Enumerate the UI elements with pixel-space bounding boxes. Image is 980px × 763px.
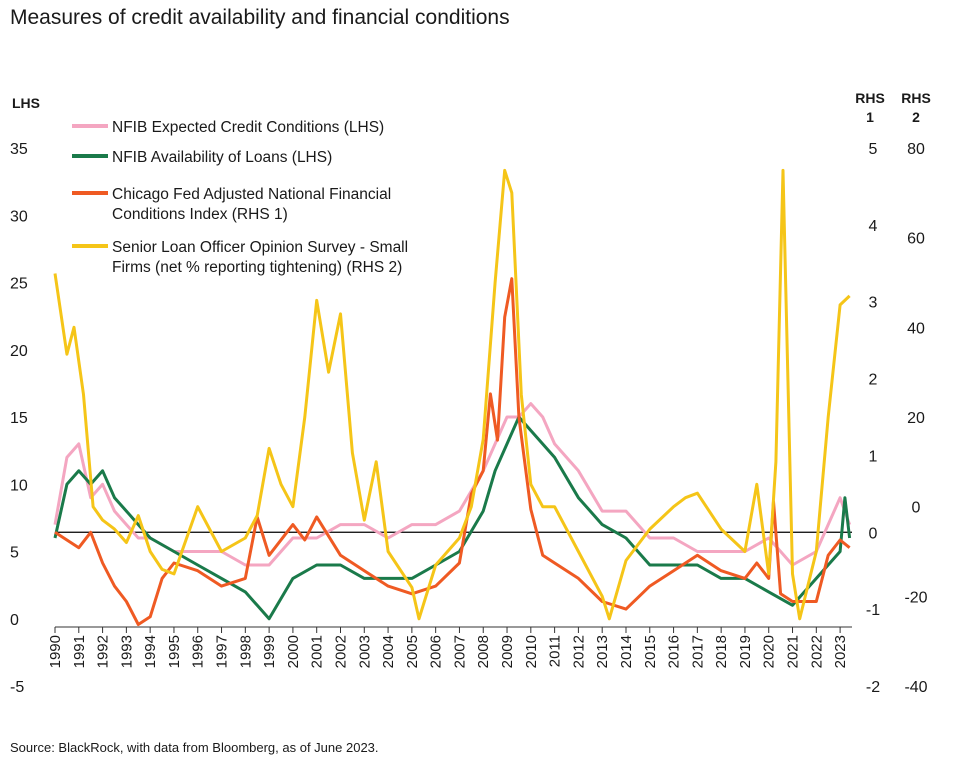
x-tick-label: 2009 (499, 635, 516, 668)
x-tick-label: 2013 (594, 635, 611, 668)
rhs1-tick-label: 2 (869, 372, 878, 389)
x-tick-label: 2016 (666, 635, 683, 668)
x-tick-label: 2008 (475, 635, 492, 668)
lhs-tick-label: 30 (10, 208, 28, 225)
rhs1-tick-label: 3 (869, 295, 878, 312)
x-tick-label: 1992 (95, 635, 112, 668)
rhs1-axis-label: RHS (855, 90, 885, 106)
lhs-tick-label: 25 (10, 276, 28, 293)
x-tick-label: 2011 (547, 635, 564, 667)
series-sloos-line (53, 168, 851, 621)
legend-label-chicago-fed: Chicago Fed Adjusted National Financial C… (112, 186, 391, 223)
x-tick-label: 2003 (356, 635, 373, 668)
x-tick-label: 2002 (332, 635, 349, 668)
x-tick-label: 2000 (285, 635, 302, 668)
x-tick-label: 1996 (190, 635, 207, 668)
x-tick-label: 2023 (832, 635, 849, 668)
x-tick-label: 1991 (71, 635, 88, 668)
x-tick-label: 1997 (214, 635, 231, 668)
x-tick-label: 1999 (261, 635, 278, 668)
x-tick-label: 2018 (713, 635, 730, 668)
rhs2-tick-label: 80 (907, 141, 925, 158)
series-layer (53, 168, 852, 626)
rhs1-tick-label: 4 (869, 218, 878, 235)
legend-label-nfib-expected: NFIB Expected Credit Conditions (LHS) (112, 119, 384, 136)
rhs1-tick-label: 1 (869, 448, 878, 465)
legend-label-sloos: Senior Loan Officer Opinion Survey - Sma… (112, 239, 408, 276)
x-tick-label: 2001 (309, 635, 326, 668)
axes-layer: LHS RHS 1 RHS 2 35302520151050-5543210-1… (10, 90, 931, 696)
series-chicago-fed-line (54, 277, 851, 626)
x-tick-label: 2020 (761, 635, 778, 668)
x-tick-label: 2007 (451, 635, 468, 668)
source-note: Source: BlackRock, with data from Bloomb… (10, 740, 379, 755)
x-tick-label: 2012 (570, 635, 587, 668)
rhs1-axis-label-num: 1 (866, 109, 874, 125)
chart-title: Measures of credit availability and fina… (10, 6, 510, 29)
lhs-tick-label: 20 (10, 343, 28, 360)
rhs2-tick-label: 40 (907, 320, 925, 337)
x-tick-label: 2010 (523, 635, 540, 668)
lhs-tick-label: 15 (10, 410, 28, 427)
chart-svg: LHS RHS 1 RHS 2 35302520151050-5543210-1… (10, 90, 931, 696)
rhs2-tick-label: -40 (904, 679, 927, 696)
x-tick-label: 1990 (47, 635, 64, 668)
x-tick-label: 2022 (808, 635, 825, 668)
rhs1-tick-label: 0 (869, 525, 878, 542)
x-tick-label: 2021 (785, 635, 802, 668)
x-tick-label: 2019 (737, 635, 754, 668)
x-tick-label: 2005 (404, 635, 421, 668)
legend-label-nfib-availability: NFIB Availability of Loans (LHS) (112, 149, 332, 166)
series-nfib-availability-line (53, 415, 852, 621)
rhs2-tick-label: 60 (907, 231, 925, 248)
lhs-tick-label: -5 (10, 679, 24, 696)
rhs1-tick-label: -1 (866, 602, 880, 619)
x-tick-label: 1994 (142, 635, 159, 668)
lhs-tick-label: 35 (10, 141, 28, 158)
x-tick-label: 2015 (642, 635, 659, 668)
rhs2-axis-label-num: 2 (912, 109, 920, 125)
rhs2-tick-label: -20 (904, 589, 927, 606)
rhs2-tick-label: 0 (912, 500, 921, 517)
lhs-tick-label: 10 (10, 477, 28, 494)
x-tick-label: 1998 (237, 635, 254, 668)
x-tick-label: 2014 (618, 635, 635, 668)
x-tick-label: 1995 (166, 635, 183, 668)
x-tick-label: 2017 (689, 635, 706, 668)
lhs-axis-label: LHS (12, 95, 40, 111)
lhs-tick-label: 0 (10, 612, 19, 629)
x-tick-label: 1993 (118, 635, 135, 668)
series-nfib-expected-line (53, 402, 852, 567)
x-tick-label: 2004 (380, 635, 397, 668)
legend: NFIB Expected Credit Conditions (LHS) NF… (72, 119, 408, 276)
x-tick-label: 2006 (428, 635, 445, 668)
rhs1-tick-label: -2 (866, 679, 880, 696)
lhs-tick-label: 5 (10, 545, 19, 562)
rhs2-tick-label: 20 (907, 410, 925, 427)
rhs1-tick-label: 5 (869, 141, 878, 158)
rhs2-axis-label: RHS (901, 90, 931, 106)
